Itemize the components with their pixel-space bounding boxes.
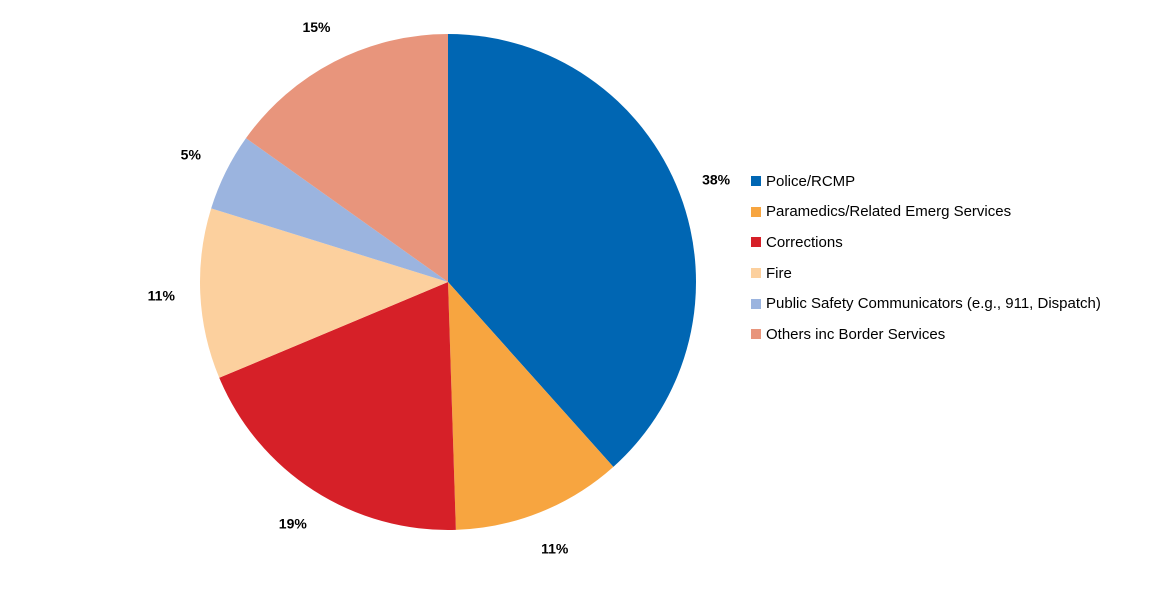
data-label-police-rcmp: 38% <box>702 172 731 188</box>
legend-label: Fire <box>766 264 792 282</box>
legend-item-corrections: Corrections <box>751 227 1101 258</box>
pie-slices <box>199 34 697 531</box>
legend-item-paramedics-related-emerg-services: Paramedics/Related Emerg Services <box>751 197 1101 228</box>
pie-data-labels: 38% 11% 19% 11% 5% 15% <box>148 19 731 557</box>
data-label-fire: 11% <box>148 288 176 304</box>
pie-slice-fire <box>199 208 448 378</box>
pie-slice-corrections <box>219 282 456 531</box>
legend-item-police-rcmp: Police/RCMP <box>751 166 1101 197</box>
legend-item-public-safety-communicators-e-g-911-dispatch: Public Safety Communicators (e.g., 911, … <box>751 288 1101 319</box>
legend-label: Corrections <box>766 233 843 251</box>
data-label-others-inc-border-services: 15% <box>302 19 331 35</box>
legend-swatch <box>751 176 761 187</box>
legend-label: Paramedics/Related Emerg Services <box>766 203 1012 221</box>
data-label-corrections: 19% <box>279 515 308 531</box>
legend-item-others-inc-border-services: Others inc Border Services <box>751 319 1101 350</box>
legend-swatch <box>751 206 761 217</box>
legend-item-fire: Fire <box>751 258 1101 289</box>
data-label-public-safety-communicators-e-g-911-dispatch: 5% <box>181 147 202 163</box>
data-label-paramedics-related-emerg-services: 11% <box>541 540 569 556</box>
chart-legend: Police/RCMP Paramedics/Related Emerg Serv… <box>751 166 1101 350</box>
pie-slice-paramedics-related-emerg-services <box>448 282 614 530</box>
legend-label: Police/RCMP <box>766 172 856 190</box>
pie-slice-police-rcmp <box>448 34 697 467</box>
legend-label: Public Safety Communicators (e.g., 911, … <box>766 295 1101 313</box>
legend-label: Others inc Border Services <box>766 325 946 343</box>
legend-swatch <box>751 298 761 309</box>
pie-slice-others-inc-border-services <box>245 34 448 282</box>
legend-swatch <box>751 237 761 248</box>
pie-slice-public-safety-communicators-e-g-911-dispatch <box>211 138 448 282</box>
legend-swatch <box>751 268 761 279</box>
legend-swatch <box>751 329 761 340</box>
